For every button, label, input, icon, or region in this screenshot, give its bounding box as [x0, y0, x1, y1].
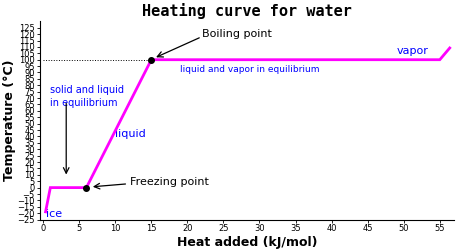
Text: ice: ice [46, 209, 62, 219]
Text: solid and liquid
in equilibrium: solid and liquid in equilibrium [50, 85, 124, 108]
Y-axis label: Temperature (°C): Temperature (°C) [3, 60, 16, 181]
Text: vapor: vapor [397, 46, 428, 56]
Text: Boiling point: Boiling point [202, 29, 271, 39]
X-axis label: Heat added (kJ/mol): Heat added (kJ/mol) [176, 236, 317, 249]
Text: liquid and vapor in equilibrium: liquid and vapor in equilibrium [180, 65, 319, 74]
Title: Heating curve for water: Heating curve for water [142, 3, 352, 19]
Text: Freezing point: Freezing point [130, 177, 208, 187]
Text: liquid: liquid [115, 129, 146, 139]
